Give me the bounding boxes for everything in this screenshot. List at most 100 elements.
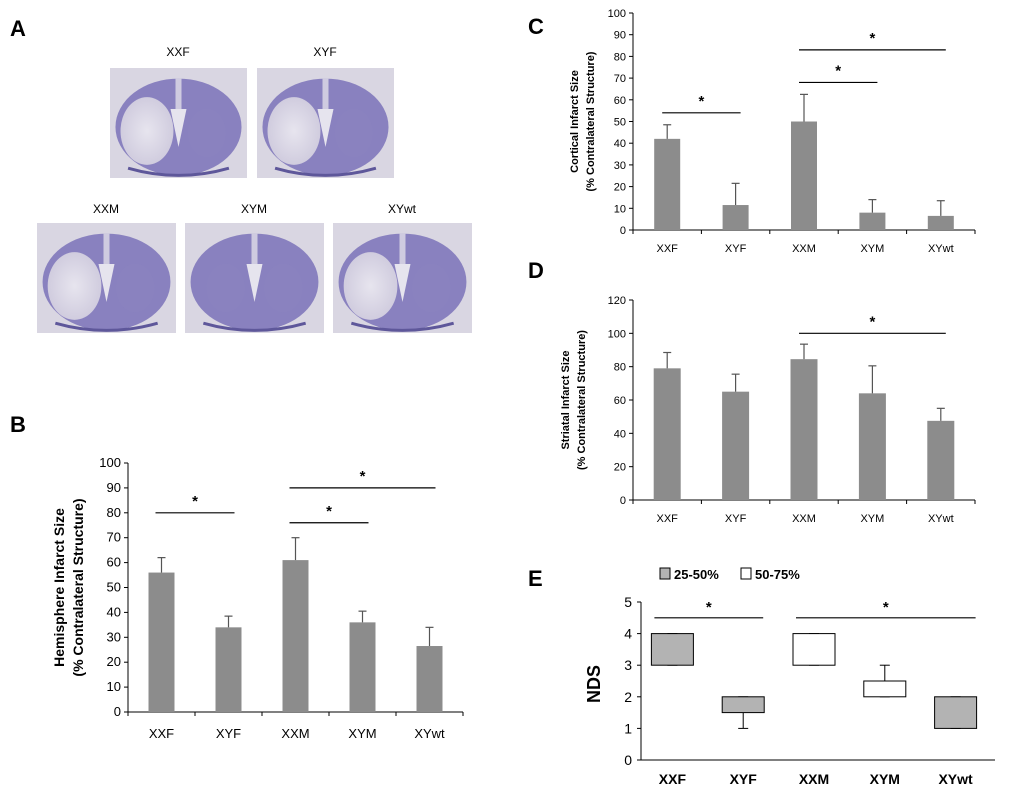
bar-xym	[858, 393, 886, 500]
x-tick-label-xxf: XXF	[656, 243, 678, 255]
bar-xyf	[215, 627, 242, 712]
bar-xyf	[722, 391, 750, 500]
x-tick-label-xxm: XXM	[281, 726, 309, 741]
y-tick-label: 2	[624, 689, 632, 705]
significance-star-0: *	[698, 93, 704, 110]
x-tick-label-xxf: XXF	[656, 513, 678, 525]
ventricles	[317, 109, 334, 147]
bar-xxf	[148, 572, 175, 712]
bar-xywt	[416, 646, 443, 712]
y-tick-label: 80	[107, 505, 121, 520]
x-tick-label-xym: XYM	[860, 243, 884, 255]
x-tick-label-xywt: XYwt	[414, 726, 445, 741]
y-tick-label: 4	[624, 626, 632, 642]
bar-xxf	[654, 138, 681, 230]
x-tick-label-xywt: XYwt	[928, 243, 954, 255]
infarct-lesion	[120, 97, 174, 165]
legend-label-1: 50-75%	[755, 567, 800, 582]
midline-fissure	[103, 233, 110, 278]
y-axis-label-line-0: Hemisphere Infarct Size	[51, 508, 67, 667]
ventricles	[98, 264, 115, 302]
chart-e-nds: 0 1 2 3 4 5 XXF XYF XXM XYM XYwt * * NDS 25-50% 50-75%	[584, 567, 995, 787]
chart-c-cortical: 0 10 20 30 40 50 60 70 80 90 100 XXF XYF XXM XYM XYwt * *…	[569, 8, 976, 255]
y-tick-label: 0	[620, 225, 626, 237]
y-tick-label: 10	[107, 679, 121, 694]
y-tick-label: 10	[614, 203, 626, 215]
brain-slice-xyf	[257, 68, 394, 178]
infarct-lesion	[343, 252, 398, 320]
midline-fissure	[322, 78, 329, 123]
y-tick-label: 5	[624, 594, 632, 610]
bar-xxm	[791, 121, 817, 230]
slice-base-contour	[202, 321, 307, 332]
y-tick-label: 30	[107, 629, 121, 644]
brain-slice-xxm	[37, 223, 176, 333]
panel-letter-a: A	[10, 16, 26, 41]
y-tick-label: 20	[107, 654, 121, 669]
box-lower-xywt	[934, 696, 978, 729]
x-tick-label-xxf: XXF	[659, 771, 687, 787]
y-tick-label: 80	[614, 51, 626, 63]
slice-base-contour	[127, 166, 230, 177]
y-axis-label-line-0: Cortical Infarct Size	[569, 70, 581, 173]
panel-letter-c: C	[528, 14, 544, 39]
y-tick-label: 0	[620, 495, 626, 507]
brain-slice-xywt	[333, 223, 472, 333]
bar-xxm	[282, 560, 309, 712]
brain-slice-xym	[185, 223, 324, 333]
x-tick-label-xxm: XXM	[792, 243, 816, 255]
striatum-ipsilateral	[206, 263, 245, 313]
striatum-contralateral	[187, 108, 226, 158]
y-tick-label: 40	[614, 138, 626, 150]
panel-letter-e: E	[528, 566, 543, 591]
y-tick-label: 70	[107, 530, 121, 545]
significance-star-2: *	[869, 30, 875, 47]
y-tick-label: 50	[107, 580, 121, 595]
slice-label: XYF	[313, 45, 336, 59]
y-axis-label-line-1: (% Contralateral Structure)	[585, 51, 597, 191]
slice-label: XYwt	[388, 202, 417, 216]
legend-swatch-1	[740, 567, 752, 580]
bar-xywt	[927, 420, 955, 500]
infarct-lesion	[267, 97, 321, 165]
y-tick-label: 60	[614, 95, 626, 107]
bar-xxm	[790, 359, 818, 500]
y-tick-label: 80	[614, 362, 626, 374]
x-tick-label-xywt: XYwt	[928, 513, 954, 525]
x-tick-label-xym: XYM	[348, 726, 376, 741]
significance-star-1: *	[326, 503, 332, 520]
ventricles	[170, 109, 187, 147]
y-tick-label: 1	[624, 720, 632, 736]
bar-xywt	[927, 215, 954, 230]
bar-xyf	[722, 205, 749, 230]
significance-star-0: *	[192, 493, 198, 510]
y-tick-label: 0	[624, 752, 632, 768]
y-tick-label: 30	[614, 160, 626, 172]
bar-xym	[859, 212, 886, 230]
slice-base-contour	[54, 321, 159, 332]
significance-star-2: *	[360, 468, 366, 485]
bar-xxf	[653, 368, 681, 500]
y-tick-label: 100	[99, 455, 121, 470]
striatum-contralateral	[116, 263, 155, 313]
slice-base-contour	[274, 166, 377, 177]
x-tick-label-xxf: XXF	[149, 726, 174, 741]
y-tick-label: 0	[114, 704, 121, 719]
x-tick-label-xxm: XXM	[792, 513, 816, 525]
y-tick-label: 100	[608, 328, 626, 340]
infarct-lesion	[47, 252, 102, 320]
significance-star-0: *	[869, 313, 875, 330]
x-tick-label-xym: XYM	[870, 771, 900, 787]
y-tick-label: 60	[614, 395, 626, 407]
panel-a-brain-slices: XXF XYF XXM XYM XYwt	[37, 45, 472, 333]
chart-d-striatal: 0 20 40 60 80 100 120 XXF XYF XXM XYM XYwt * Striatal…	[560, 295, 976, 525]
y-tick-label: 40	[614, 428, 626, 440]
striatum-contralateral	[334, 108, 373, 158]
y-axis-label: NDS	[584, 665, 604, 703]
chart-b-hemisphere: 0 10 20 30 40 50 60 70 80 90 100 XXF XYF XXM XYM XYwt * *…	[51, 455, 464, 741]
box-lower-xxf	[650, 633, 694, 666]
striatum-contralateral	[412, 263, 451, 313]
significance-star-0: *	[706, 599, 712, 616]
y-tick-label: 40	[107, 604, 121, 619]
